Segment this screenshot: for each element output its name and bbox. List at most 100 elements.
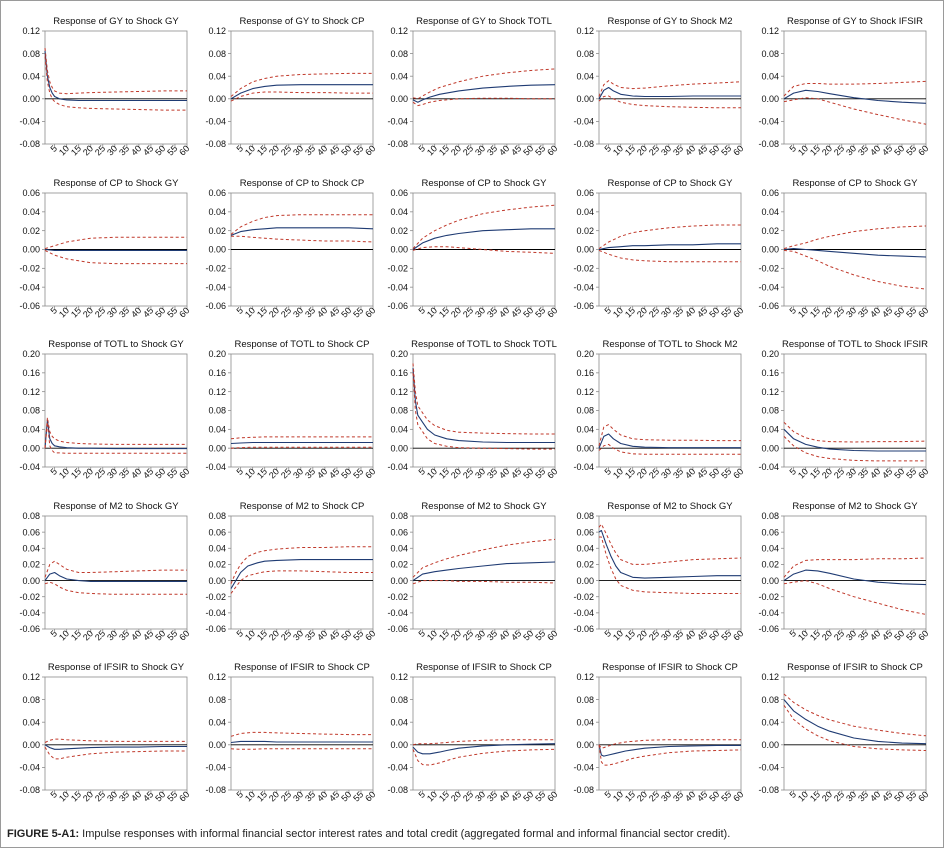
y-tick-label: -0.08: [573, 785, 594, 795]
upper-band-line: [412, 68, 556, 100]
y-tick-label: 0.06: [208, 527, 226, 537]
y-tick-label: 0.16: [761, 368, 779, 378]
panel-title: Response of CP to Shock CP: [240, 178, 364, 189]
y-tick-label: 0.20: [576, 349, 594, 359]
lower-band-line: [412, 246, 556, 254]
upper-band-line: [783, 80, 927, 97]
x-tick-label: 5: [416, 305, 427, 316]
x-tick-label: 60: [545, 789, 559, 803]
y-tick-label: 0.12: [390, 387, 408, 397]
panel-title: Response of TOTL to Shock IFSIR: [782, 339, 928, 350]
panel-4-1: Response of IFSIR to Shock CP 0.12 0.08 0.0…: [205, 662, 377, 803]
upper-band-line: [44, 738, 187, 743]
y-tick-label: 0.12: [208, 672, 226, 682]
panel-1-4: Response of CP to Shock GY 0.06 0.04 0.02 0.…: [758, 178, 930, 319]
response-line: [783, 248, 927, 258]
y-tick-label: 0.08: [22, 406, 40, 416]
y-tick-label: -0.06: [758, 301, 779, 311]
x-tick-label: 60: [177, 466, 191, 480]
panel-title: Response of CP to Shock GY: [608, 178, 734, 189]
upper-band-line: [783, 225, 927, 250]
y-tick-label: 0.12: [576, 672, 594, 682]
plot-frame: [783, 515, 927, 630]
response-line: [783, 428, 926, 452]
y-tick-label: 0.00: [208, 576, 226, 586]
x-tick-label: 60: [545, 466, 559, 480]
y-tick-label: 0.06: [390, 527, 408, 537]
y-tick-label: 0.02: [390, 560, 408, 570]
y-tick-label: 0.04: [390, 717, 408, 727]
x-tick-label: 5: [602, 305, 613, 316]
response-line: [44, 571, 187, 582]
x-tick-label: 5: [416, 628, 427, 639]
y-tick-label: -0.04: [758, 117, 779, 127]
y-tick-label: 0.06: [22, 527, 40, 537]
x-tick-label: 60: [363, 628, 377, 642]
response-line: [230, 740, 373, 744]
caption-text: Impulse responses with informal financia…: [79, 828, 731, 840]
response-line: [44, 744, 187, 750]
upper-band-line: [230, 214, 373, 235]
response-line: [598, 243, 741, 251]
y-tick-label: -0.06: [758, 624, 779, 634]
y-tick-label: 0.00: [576, 94, 594, 104]
y-tick-label: -0.04: [387, 608, 408, 618]
y-tick-label: 0.02: [22, 226, 40, 236]
panel-3-0: Response of M2 to Shock GY 0.08 0.06 0.04 0.…: [19, 501, 191, 642]
response-line: [44, 248, 187, 251]
y-tick-label: 0.04: [22, 425, 40, 435]
response-line: [598, 433, 741, 449]
y-tick-label: -0.04: [573, 462, 594, 472]
response-line: [412, 84, 556, 103]
x-tick-label: 60: [731, 628, 745, 642]
y-tick-label: 0.04: [22, 71, 40, 81]
y-tick-label: 0.04: [208, 207, 226, 217]
y-tick-label: 0.04: [761, 717, 779, 727]
x-tick-label: 60: [731, 789, 745, 803]
panel-3-2: Response of M2 to Shock GY 0.08 0.06 0.04 0.…: [387, 501, 559, 642]
panel-0-4: Response of GY to Shock IFSIR 0.12 0.08 0.0…: [758, 16, 930, 157]
y-tick-label: -0.08: [205, 139, 226, 149]
y-tick-label: 0.00: [576, 245, 594, 255]
lower-band-line: [598, 95, 741, 109]
y-tick-label: 0.08: [576, 406, 594, 416]
panel-1-3: Response of CP to Shock GY 0.06 0.04 0.02 0.…: [573, 178, 745, 319]
x-tick-label: 60: [177, 628, 191, 642]
y-tick-label: -0.04: [758, 462, 779, 472]
x-tick-label: 60: [545, 628, 559, 642]
y-tick-label: 0.08: [576, 695, 594, 705]
y-tick-label: 0.00: [761, 443, 779, 453]
y-tick-label: -0.04: [387, 282, 408, 292]
y-tick-label: -0.08: [573, 139, 594, 149]
upper-band-line: [598, 80, 742, 97]
plot-frame: [44, 353, 188, 468]
lower-band-line: [783, 580, 927, 615]
panel-title: Response of GY to Shock IFSIR: [787, 16, 923, 27]
upper-band-line: [412, 538, 556, 578]
upper-band-line: [783, 557, 927, 578]
y-tick-label: 0.04: [22, 543, 40, 553]
x-tick-label: 5: [234, 143, 245, 154]
y-tick-label: 0.00: [390, 576, 408, 586]
y-tick-label: 0.16: [390, 368, 408, 378]
response-line: [44, 419, 187, 450]
y-tick-label: 0.12: [390, 26, 408, 36]
plot-frame: [412, 353, 556, 468]
y-tick-label: 0.08: [390, 511, 408, 521]
y-tick-label: -0.04: [387, 117, 408, 127]
x-tick-label: 5: [602, 143, 613, 154]
upper-band-line: [44, 236, 187, 250]
x-tick-label: 60: [731, 143, 745, 157]
y-tick-label: -0.04: [19, 462, 40, 472]
y-tick-label: -0.06: [19, 624, 40, 634]
y-tick-label: 0.02: [208, 560, 226, 570]
x-tick-label: 60: [545, 305, 559, 319]
y-tick-label: 0.00: [208, 94, 226, 104]
upper-band-line: [230, 436, 373, 440]
y-tick-label: -0.02: [573, 592, 594, 602]
y-tick-label: 0.16: [576, 368, 594, 378]
panel-2-1: Response of TOTL to Shock CP 0.20 0.16 0.12…: [205, 339, 377, 480]
y-tick-label: 0.02: [390, 226, 408, 236]
panel-title: Response of GY to Shock GY: [53, 16, 179, 27]
